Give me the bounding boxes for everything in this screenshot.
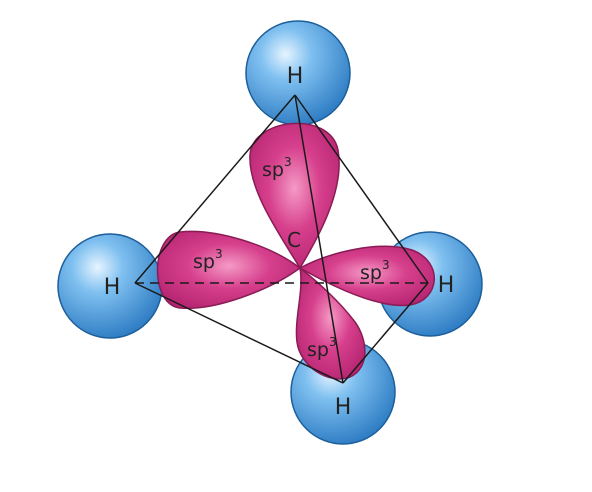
edge-left-bottom [134,282,344,384]
orbital-label-right: sp 3 [360,258,390,284]
edge-top-right [294,94,429,284]
edge-top-bottom [294,94,344,384]
edge-top-left [134,94,296,284]
orbital-label-left-sup: 3 [215,247,223,261]
hydrogen-label-top: H [287,64,304,89]
sp3-orbital-top [249,122,340,270]
orbital-label-top: sp 3 [262,155,292,181]
carbon-label: C [287,228,301,252]
orbital-label-top-sup: 3 [284,155,292,169]
orbital-label-left-base: sp [193,251,215,273]
sp3-orbital-right [298,245,436,307]
orbital-label-right-sup: 3 [382,258,390,272]
orbital-label-bottom: sp 3 [307,335,337,361]
orbital-label-right-base: sp [360,262,382,284]
hydrogen-label-right: H [438,273,455,298]
orbital-label-bottom-sup: 3 [329,335,337,349]
edge-right-bottom [342,282,429,384]
hydrogen-label-bottom: H [335,395,352,420]
sp3-orbital-left [156,230,302,310]
hydrogen-label-left: H [104,275,121,300]
orbital-label-top-base: sp [262,159,284,181]
sp3-orbital-bottom [295,266,366,380]
orbital-label-left: sp 3 [193,247,223,273]
tetrahedron-edges [134,94,429,384]
orbital-label-bottom-base: sp [307,339,329,361]
